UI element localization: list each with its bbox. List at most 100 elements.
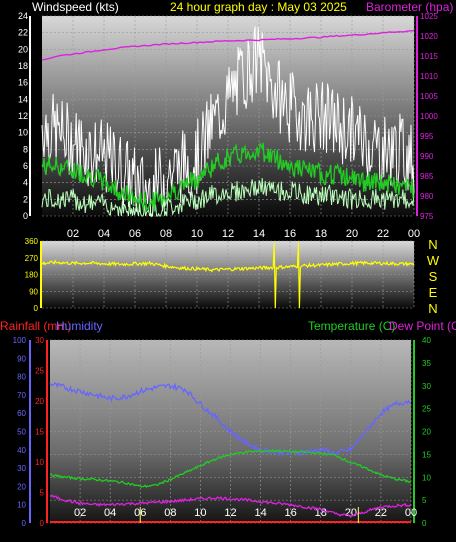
temperature-tick-label: 35: [422, 359, 431, 368]
windspeed-tick-label: 4: [23, 178, 28, 188]
direction-axis: 0 90 180 270 360: [25, 237, 42, 313]
barometer-tick-label: 990: [420, 152, 434, 161]
wind-x-tick-label: 06: [129, 228, 141, 240]
wind-x-tick-label: 08: [160, 228, 172, 240]
humidity-axis: 0 10 20 30 40 50 60 70 80 90 100: [13, 336, 31, 528]
rainfall-legend: Rainfall (mm): [0, 319, 71, 333]
windspeed-tick-label: 20: [18, 44, 28, 54]
wind-avg-line: [41, 141, 415, 212]
windspeed-tick-label: 24: [18, 11, 28, 21]
windspeed-tick-label: 12: [18, 111, 28, 121]
wind-x-tick-label: 16: [284, 228, 296, 240]
humidity-tick-label: 70: [17, 391, 26, 400]
wind-min-line: [41, 177, 415, 218]
wind-x-tick-label: 04: [98, 228, 110, 240]
temperature-axis: 0 5 10 15 20 25 30 35 40: [413, 336, 431, 528]
windspeed-title: Windspeed (kts): [32, 0, 119, 14]
windspeed-tick-label: 18: [18, 61, 28, 71]
windspeed-tick-label: 22: [18, 28, 28, 38]
windspeed-tick-label: 0: [23, 211, 28, 221]
temp-x-tick-label: 08: [164, 507, 176, 519]
temperature-line: [50, 448, 412, 488]
wind-x-tick-label: 14: [253, 228, 265, 240]
wind-gust-line: [41, 26, 415, 217]
graph-title: 24 hour graph day : May 03 2025: [170, 0, 347, 14]
barometer-line: [41, 30, 414, 61]
temperature-tick-label: 5: [422, 496, 427, 505]
rainfall-tick-label: 30: [35, 336, 44, 345]
temp-x-tick-label: 12: [224, 507, 236, 519]
windspeed-tick-label: 6: [23, 161, 28, 171]
barometer-title: Barometer (hpa): [366, 0, 453, 14]
dew-point-line: [49, 494, 412, 518]
humidity-tick-label: 20: [17, 482, 26, 491]
temp-series: [49, 382, 412, 523]
wind-x-tick-label: 02: [67, 228, 79, 240]
wind-x-tick-label: 20: [346, 228, 358, 240]
barometer-tick-label: 1025: [420, 12, 438, 21]
temp-x-tick-label: 10: [194, 507, 206, 519]
rainfall-tick-label: 10: [35, 458, 44, 467]
temp-x-tick-label: 22: [375, 507, 387, 519]
barometer-tick-label: 1010: [420, 72, 438, 81]
barometer-tick-label: 980: [420, 192, 434, 201]
dew-point-legend: Dew Point (C): [389, 319, 456, 333]
rainfall-axis: 0 5 10 15 20 25 30: [35, 336, 48, 528]
wind-x-tick-label: 22: [377, 228, 389, 240]
temperature-legend: Temperature (C): [308, 319, 395, 333]
temperature-tick-label: 10: [422, 473, 431, 482]
barometer-tick-label: 985: [420, 172, 434, 181]
direction-panel-grid: [42, 240, 415, 309]
compass-label: E: [429, 285, 438, 300]
barometer-tick-label: 1000: [420, 112, 438, 121]
wind-direction-line: [41, 242, 415, 309]
temperature-tick-label: 15: [422, 450, 431, 459]
humidity-tick-label: 50: [17, 428, 26, 437]
temperature-tick-label: 25: [422, 405, 431, 414]
wind-series: [41, 26, 415, 218]
temperature-tick-label: 20: [422, 428, 431, 437]
barometer-tick-label: 975: [420, 212, 434, 221]
compass-label: S: [429, 269, 438, 284]
temp-humidity-panel: 0 10 20 30 40 50 60 70 80 90 100 0 5 10 15 20 25 30 0 5 10…: [13, 336, 432, 528]
windspeed-tick-label: 8: [23, 144, 28, 154]
barometer-tick-label: 1020: [420, 32, 438, 41]
temperature-tick-label: 30: [422, 382, 431, 391]
temp-x-tick-label: 16: [285, 507, 297, 519]
humidity-tick-label: 60: [17, 409, 26, 418]
temp-x-tick-label: 02: [74, 507, 86, 519]
humidity-tick-label: 0: [22, 519, 27, 528]
barometer-axis: 975 980 985 990 995 1000 1005 1010 1015 1020 1025: [416, 12, 438, 221]
humidity-tick-label: 10: [17, 501, 26, 510]
windspeed-tick-label: 14: [18, 94, 28, 104]
direction-tick-label: 90: [29, 287, 38, 296]
rainfall-tick-label: 20: [35, 397, 44, 406]
wind-x-tick-label: 18: [315, 228, 327, 240]
temperature-tick-label: 40: [422, 336, 431, 345]
humidity-tick-label: 90: [17, 354, 26, 363]
barometer-tick-label: 1005: [420, 92, 438, 101]
temp-x-tick-label: 00: [405, 507, 417, 519]
windspeed-tick-label: 16: [18, 78, 28, 88]
rainfall-tick-label: 25: [35, 367, 44, 376]
humidity-legend: Humidity: [56, 319, 103, 333]
rainfall-tick-label: 5: [40, 489, 45, 498]
humidity-tick-label: 80: [17, 373, 26, 382]
direction-series: [41, 242, 415, 309]
wind-barometer-panel: 02 4 6 8 10 12 14 16 18 20 22 24 975 980 985 990 995 100…: [18, 11, 438, 240]
compass-label: N: [428, 237, 437, 252]
compass-label: N: [428, 301, 437, 316]
direction-tick-label: 180: [25, 271, 39, 280]
temperature-tick-label: 0: [422, 519, 427, 528]
rainfall-tick-label: 15: [35, 428, 44, 437]
direction-tick-label: 270: [25, 254, 39, 263]
direction-tick-label: 0: [34, 304, 39, 313]
temp-x-tick-label: 04: [104, 507, 116, 519]
wind-x-tick-label: 00: [408, 228, 420, 240]
direction-tick-label: 360: [25, 237, 39, 246]
wind-x-tick-label: 10: [191, 228, 203, 240]
humidity-line: [49, 382, 412, 457]
barometer-tick-label: 995: [420, 132, 434, 141]
